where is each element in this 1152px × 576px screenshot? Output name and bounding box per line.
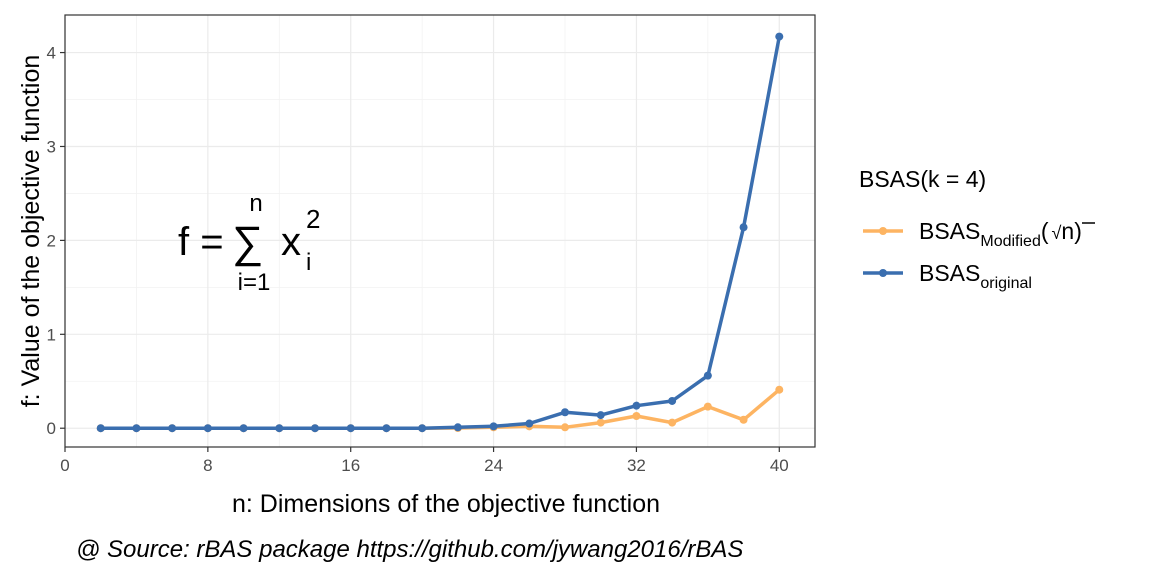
data-point-original bbox=[596, 411, 605, 420]
sum-symbol: ∑ bbox=[232, 218, 263, 267]
formula-superscript: 2 bbox=[306, 204, 320, 234]
legend-item-original: BSASoriginal bbox=[863, 260, 1032, 292]
plot-border bbox=[64, 14, 816, 448]
data-point-modified bbox=[561, 423, 569, 432]
data-point-modified bbox=[703, 402, 712, 411]
sqrt-symbol: √ bbox=[1052, 223, 1062, 243]
legend-label-original: BSASoriginal bbox=[919, 260, 1032, 292]
y-tick-label: 0 bbox=[47, 419, 56, 438]
data-point-original bbox=[561, 408, 569, 417]
legend-label-modified: BSASModified(√n) bbox=[919, 218, 1082, 250]
formula-subscript: i bbox=[306, 249, 311, 276]
y-tick-label: 4 bbox=[47, 44, 56, 63]
x-tick-label: 8 bbox=[203, 456, 212, 475]
data-point-original bbox=[489, 422, 498, 431]
x-tick-label: 24 bbox=[484, 456, 503, 475]
legend-key-point bbox=[879, 269, 887, 277]
source-caption: @ Source: rBAS package https://github.co… bbox=[76, 536, 743, 563]
series-original bbox=[96, 32, 784, 433]
data-point-original bbox=[239, 424, 248, 433]
data-point-original bbox=[703, 371, 712, 380]
data-point-original bbox=[275, 424, 284, 433]
x-axis: 0 8 16 24 32 40 bbox=[60, 447, 789, 475]
data-point-original bbox=[96, 424, 105, 433]
data-point-original bbox=[203, 424, 212, 433]
legend-label-base: BSAS bbox=[919, 218, 980, 244]
x-axis-title: n: Dimensions of the objective function bbox=[232, 490, 660, 518]
sum-upper-limit: n bbox=[249, 190, 262, 217]
y-tick-label: 3 bbox=[47, 137, 56, 156]
data-point-original bbox=[632, 401, 641, 410]
formula-variable: x bbox=[281, 220, 301, 264]
data-point-original bbox=[775, 32, 784, 41]
legend-key-point bbox=[879, 227, 887, 235]
data-point-original bbox=[739, 223, 748, 232]
data-point-original bbox=[311, 424, 319, 433]
x-tick-label: 16 bbox=[341, 456, 360, 475]
data-point-modified bbox=[739, 415, 748, 424]
data-point-modified bbox=[775, 385, 784, 394]
y-tick-label: 1 bbox=[47, 325, 56, 344]
y-axis: 0 1 2 3 4 bbox=[47, 44, 65, 438]
data-point-original bbox=[346, 424, 355, 433]
legend-item-modified: BSASModified(√n) bbox=[863, 218, 1095, 250]
data-point-modified bbox=[596, 418, 605, 427]
x-tick-label: 40 bbox=[770, 456, 789, 475]
formula-annotation: f = ∑ n i=1 x i 2 bbox=[178, 190, 320, 296]
data-point-original bbox=[668, 396, 677, 405]
sum-lower-limit: i=1 bbox=[238, 269, 271, 296]
data-point-original bbox=[382, 424, 391, 433]
legend-label-close-paren: ) bbox=[1074, 218, 1082, 244]
data-point-modified bbox=[668, 418, 677, 427]
x-tick-label: 32 bbox=[627, 456, 646, 475]
legend-label-base: BSAS bbox=[919, 260, 980, 286]
data-point-original bbox=[525, 419, 534, 428]
data-point-original bbox=[418, 424, 427, 433]
formula-lhs: f = bbox=[178, 220, 224, 264]
legend-label-open-paren: ( bbox=[1041, 218, 1049, 244]
legend-label-argument: n bbox=[1061, 218, 1074, 244]
x-tick-label: 0 bbox=[60, 456, 69, 475]
legend-title: BSAS(k = 4) bbox=[859, 166, 986, 192]
y-tick-label: 2 bbox=[47, 231, 56, 250]
legend: BSAS(k = 4) BSASModified(√n) BSASorigina… bbox=[859, 166, 1095, 292]
data-point-modified bbox=[632, 412, 641, 421]
legend-label-subscript: Modified bbox=[980, 233, 1040, 250]
legend-label-subscript: original bbox=[980, 275, 1032, 292]
data-point-original bbox=[453, 423, 462, 432]
y-axis-title: f: Value of the objective function bbox=[17, 55, 45, 408]
series-layer bbox=[96, 32, 784, 433]
data-point-original bbox=[132, 424, 141, 433]
data-point-original bbox=[168, 424, 177, 433]
series-line-original bbox=[100, 36, 782, 430]
plot-panel bbox=[65, 15, 815, 447]
